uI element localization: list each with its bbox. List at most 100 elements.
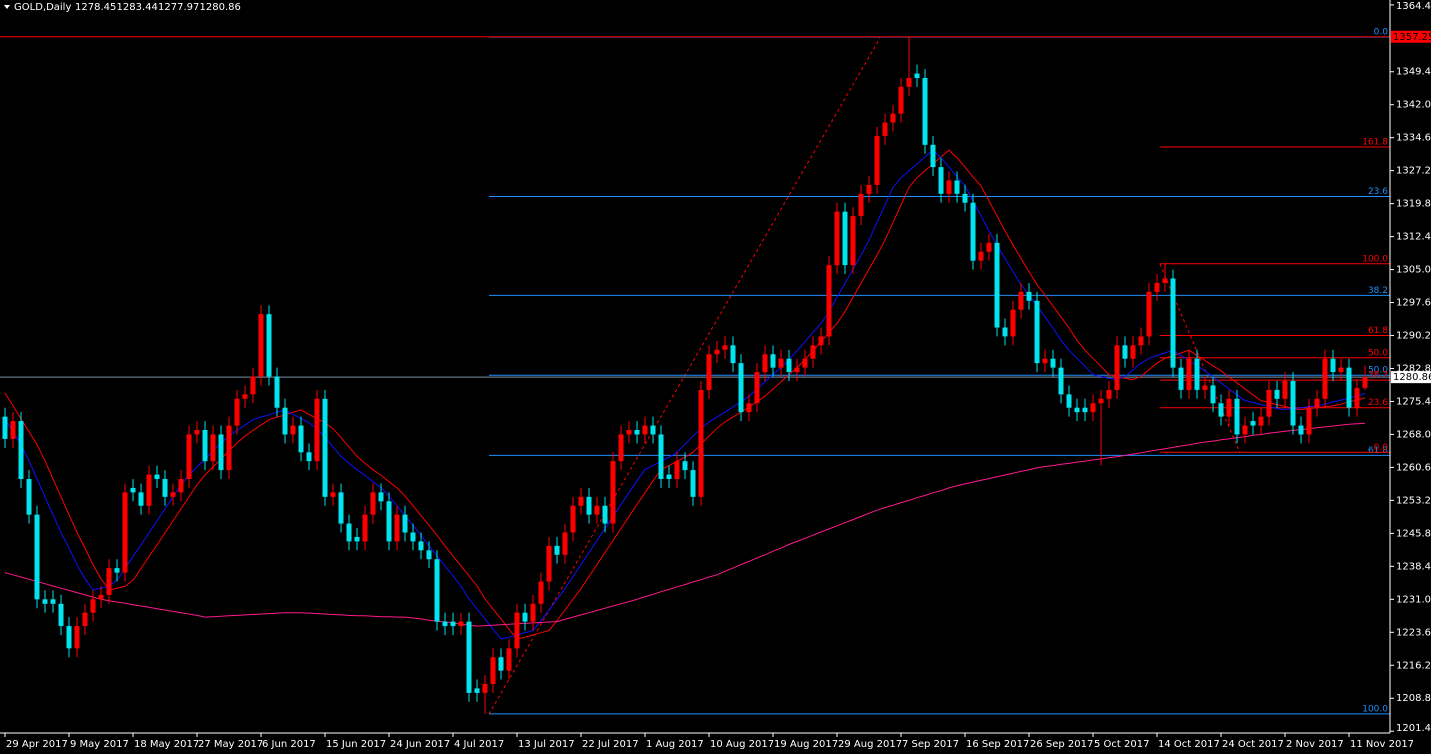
candle-body <box>698 389 704 497</box>
x-tick-label: 16 Sep 2017 <box>966 739 1029 750</box>
candle-body <box>850 216 856 266</box>
y-tick-label: 1231.00 <box>1396 594 1431 605</box>
candle-body <box>322 398 328 497</box>
candle-body <box>762 354 768 373</box>
x-tick-label: 15 Jun 2017 <box>326 739 386 750</box>
candle-body <box>962 193 968 203</box>
candle-body <box>218 434 224 471</box>
candle-body <box>370 492 376 515</box>
y-tick-label: 1342.00 <box>1396 100 1431 111</box>
y-tick-label: 1216.20 <box>1396 660 1431 671</box>
candle-body <box>898 86 904 114</box>
candle-body <box>26 479 32 515</box>
candle-body <box>1218 403 1224 417</box>
candle-body <box>1138 336 1144 346</box>
candle-body <box>858 193 864 217</box>
candle-body <box>314 398 320 462</box>
candle-body <box>1266 389 1272 417</box>
candle-body <box>922 77 928 145</box>
y-tick-label: 1297.60 <box>1396 298 1431 309</box>
x-tick-label: 26 Sep 2017 <box>1030 739 1093 750</box>
x-tick-label: 22 Jul 2017 <box>582 739 639 750</box>
candle-body <box>1066 394 1072 408</box>
candle-body <box>346 523 352 542</box>
candle-body <box>1226 398 1232 417</box>
candle-body <box>2 416 8 439</box>
candle-body <box>1202 385 1208 390</box>
candle-body <box>1178 367 1184 390</box>
x-tick-label: 2 Nov 2017 <box>1286 739 1344 750</box>
fib-label: 61.8 <box>1368 446 1388 456</box>
fib-label: 0.0 <box>1374 443 1389 453</box>
candle-body <box>658 434 664 480</box>
chart-title: GOLD,Daily <box>14 2 71 13</box>
y-tick-label: 1268.00 <box>1396 429 1431 440</box>
fib-label: 0.0 <box>1374 27 1389 37</box>
candle-body <box>642 425 648 435</box>
candle-body <box>522 612 528 622</box>
candle-body <box>1026 291 1032 301</box>
candle-body <box>1154 282 1160 292</box>
candle-body <box>650 425 656 435</box>
y-tick-label: 1260.60 <box>1396 462 1431 473</box>
x-tick-label: 14 Oct 2017 <box>1158 739 1220 750</box>
y-tick-label: 1305.00 <box>1396 265 1431 276</box>
candle-body <box>122 492 128 573</box>
candle-body <box>66 626 72 649</box>
header-value: 1278.45 <box>75 2 116 13</box>
candle-body <box>1346 367 1352 408</box>
candle-body <box>610 461 616 524</box>
candle-body <box>114 568 120 573</box>
candle-body <box>1002 327 1008 337</box>
candle-body <box>1074 407 1080 413</box>
candle-body <box>1194 358 1200 390</box>
candle-body <box>554 545 560 555</box>
price-label: 1357.25 <box>1393 32 1431 43</box>
candle-body <box>90 599 96 613</box>
candle-body <box>306 452 312 462</box>
candle-body <box>50 599 56 604</box>
candle-body <box>738 363 744 413</box>
y-tick-label: 1290.20 <box>1396 331 1431 342</box>
x-tick-label: 6 Jun 2017 <box>262 739 316 750</box>
candle-body <box>506 648 512 671</box>
candle-body <box>682 461 688 471</box>
candle-body <box>794 367 800 373</box>
y-tick-label: 1208.80 <box>1396 693 1431 704</box>
candle-body <box>1146 291 1152 337</box>
candle-body <box>530 603 536 622</box>
candle-body <box>1098 398 1104 404</box>
candle-body <box>402 514 408 533</box>
candle-body <box>562 532 568 555</box>
candle-body <box>978 251 984 261</box>
axis-strip <box>0 734 1431 754</box>
candle-body <box>298 425 304 453</box>
candle-body <box>946 180 952 194</box>
candle-body <box>874 135 880 185</box>
candle-body <box>354 536 360 542</box>
x-tick-label: 11 Nov 2017 <box>1350 739 1414 750</box>
candle-body <box>826 265 832 337</box>
candle-body <box>1330 358 1336 373</box>
candle-body <box>162 479 168 497</box>
candle-body <box>986 242 992 252</box>
candle-body <box>538 581 544 604</box>
fib-label: 100.0 <box>1362 254 1388 264</box>
candle-body <box>570 505 576 533</box>
candle-body <box>810 345 816 359</box>
candle-body <box>1314 398 1320 408</box>
candle-body <box>938 167 944 194</box>
candle-body <box>1162 278 1168 283</box>
candle-body <box>1322 358 1328 399</box>
candle-body <box>1050 358 1056 368</box>
candle-body <box>1290 380 1296 426</box>
y-tick-label: 1253.20 <box>1396 495 1431 506</box>
header-triangle <box>4 5 10 9</box>
candle-body <box>602 505 608 524</box>
candle-body <box>274 376 280 408</box>
candle-body <box>474 688 480 693</box>
fib-label: 50.0 <box>1368 348 1388 358</box>
candle-body <box>330 492 336 497</box>
x-tick-label: 4 Jul 2017 <box>454 739 504 750</box>
